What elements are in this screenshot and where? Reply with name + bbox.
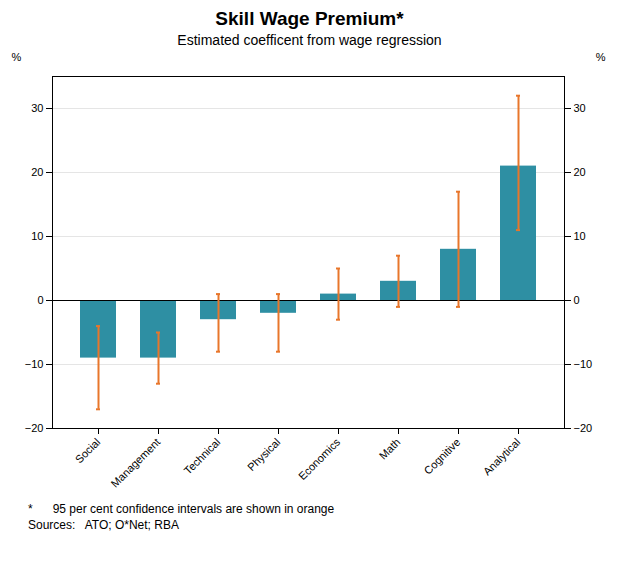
html-text:Estimated coefficent from wage: Estimated coefficent from wage regressio… — [177, 32, 442, 48]
html-text:Skill Wage Premium*: Skill Wage Premium* — [215, 8, 404, 29]
svg-text:Cognitive: Cognitive — [421, 436, 462, 477]
svg-text:20: 20 — [574, 166, 586, 178]
svg-text:−20: −20 — [574, 422, 593, 434]
svg-text:30: 30 — [31, 102, 43, 114]
svg-text:%: % — [12, 51, 22, 63]
svg-text:Math: Math — [377, 436, 403, 462]
svg-text:%: % — [596, 51, 606, 63]
svg-text:Social: Social — [73, 436, 103, 466]
svg-text:0: 0 — [574, 294, 580, 306]
svg-text:0: 0 — [37, 294, 43, 306]
svg-text:−10: −10 — [25, 358, 44, 370]
svg-text:Analytical: Analytical — [481, 436, 523, 478]
svg-text:20: 20 — [31, 166, 43, 178]
svg-text:10: 10 — [574, 230, 586, 242]
svg-text:Technical: Technical — [181, 436, 222, 477]
svg-text:−20: −20 — [25, 422, 44, 434]
svg-text:−10: −10 — [574, 358, 593, 370]
html-text:Sources: ATO; O*Net; RBA: Sources: ATO; O*Net; RBA — [28, 518, 179, 532]
svg-text:Management: Management — [109, 436, 163, 490]
svg-text:30: 30 — [574, 102, 586, 114]
svg-text:10: 10 — [31, 230, 43, 242]
svg-text:Physical: Physical — [245, 436, 282, 473]
html-text:* 95 per cent confidence inter: * 95 per cent confidence intervals are s… — [28, 502, 335, 516]
svg-text:Economics: Economics — [296, 435, 343, 482]
